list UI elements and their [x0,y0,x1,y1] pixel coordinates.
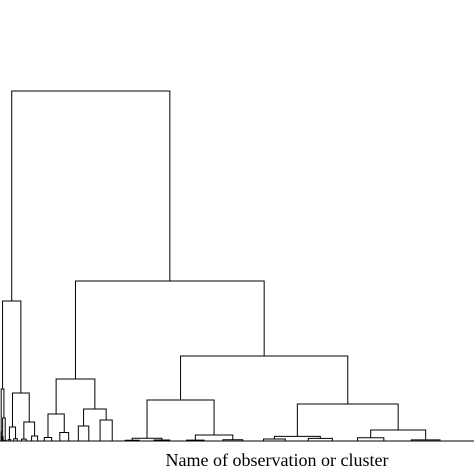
dendrogram-link [23,421,36,440]
dendrogram-link [47,413,65,438]
dendrogram-link [59,432,70,441]
dendrogram-link [1,436,4,441]
dendrogram-link [11,90,171,301]
dendrogram-link [146,399,215,439]
dendrogram-link [43,437,53,441]
dendrogram-link [31,435,39,441]
dendrogram-link [74,280,265,379]
dendrogram-link [370,429,427,440]
dendrogram-link [8,426,17,440]
dendrogram-link [296,403,399,437]
dendrogram-link [83,408,107,426]
dendrogram-link [77,425,90,441]
dendrogram-link [99,419,113,441]
x-axis-label: Name of observation or cluster [165,450,389,470]
dendrogram-link [2,300,22,393]
dendrogram-link [180,355,349,404]
